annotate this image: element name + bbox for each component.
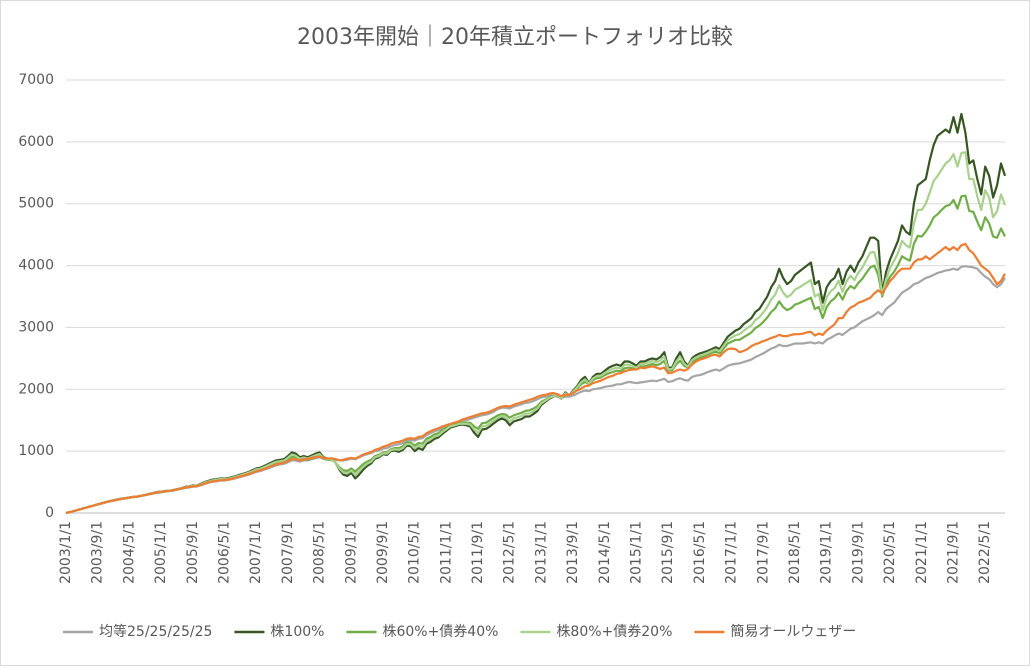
x-tick-label: 2007/9/1 bbox=[280, 521, 296, 584]
x-tick-label: 2015/9/1 bbox=[660, 521, 676, 584]
x-tick-label: 2008/5/1 bbox=[312, 521, 328, 584]
x-tick-label: 2020/5/1 bbox=[882, 521, 898, 584]
legend-label: 均等25/25/25/25 bbox=[99, 623, 212, 640]
x-tick-label: 2006/5/1 bbox=[216, 521, 232, 584]
x-tick-label: 2017/9/1 bbox=[755, 521, 771, 584]
x-tick-label: 2005/9/1 bbox=[185, 521, 201, 584]
series-line bbox=[65, 242, 1006, 515]
x-tick-label: 2003/1/1 bbox=[58, 521, 74, 584]
x-tick-label: 2021/1/1 bbox=[914, 521, 930, 584]
x-tick-label: 2019/1/1 bbox=[819, 521, 835, 584]
y-tick-label: 7000 bbox=[18, 72, 54, 88]
y-tick-label: 3000 bbox=[18, 319, 54, 335]
x-tick-label: 2014/5/1 bbox=[597, 521, 613, 584]
x-tick-label: 2016/5/1 bbox=[692, 521, 708, 584]
chart-title: 2003年開始｜20年積立ポートフォリオ比較 bbox=[297, 25, 733, 50]
x-tick-label: 2004/5/1 bbox=[121, 521, 137, 584]
x-tick-label: 2005/1/1 bbox=[153, 521, 169, 584]
x-tick-label: 2011/9/1 bbox=[470, 521, 486, 584]
x-tick-label: 2003/9/1 bbox=[90, 521, 106, 584]
legend-label: 株60%+債券40% bbox=[382, 624, 498, 640]
x-tick-label: 2021/9/1 bbox=[945, 521, 961, 584]
legend-label: 株80%+債券20% bbox=[556, 624, 672, 640]
x-tick-label: 2015/1/1 bbox=[629, 521, 645, 584]
x-tick-label: 2013/1/1 bbox=[533, 521, 549, 584]
x-tick-label: 2011/1/1 bbox=[438, 521, 454, 584]
x-tick-label: 2022/5/1 bbox=[977, 521, 993, 584]
y-tick-label: 1000 bbox=[18, 443, 54, 459]
x-tick-label: 2009/9/1 bbox=[375, 521, 391, 584]
x-tick-label: 2007/1/1 bbox=[248, 521, 264, 584]
x-tick-label: 2013/9/1 bbox=[565, 521, 581, 584]
x-tick-label: 2019/9/1 bbox=[850, 521, 866, 584]
x-tick-label: 2017/1/1 bbox=[724, 521, 740, 584]
y-tick-label: 2000 bbox=[18, 381, 54, 397]
x-tick-label: 2018/5/1 bbox=[787, 521, 803, 584]
x-tick-label: 2012/5/1 bbox=[502, 521, 518, 584]
x-tick-label: 2009/1/1 bbox=[343, 521, 359, 584]
legend-label: 株100% bbox=[270, 624, 324, 640]
y-tick-label: 5000 bbox=[18, 196, 54, 212]
y-tick-label: 0 bbox=[45, 505, 54, 521]
y-tick-label: 4000 bbox=[18, 258, 54, 274]
y-tick-label: 6000 bbox=[18, 134, 54, 150]
legend-label: 簡易オールウェザー bbox=[730, 624, 856, 640]
x-tick-label: 2010/5/1 bbox=[407, 521, 423, 584]
